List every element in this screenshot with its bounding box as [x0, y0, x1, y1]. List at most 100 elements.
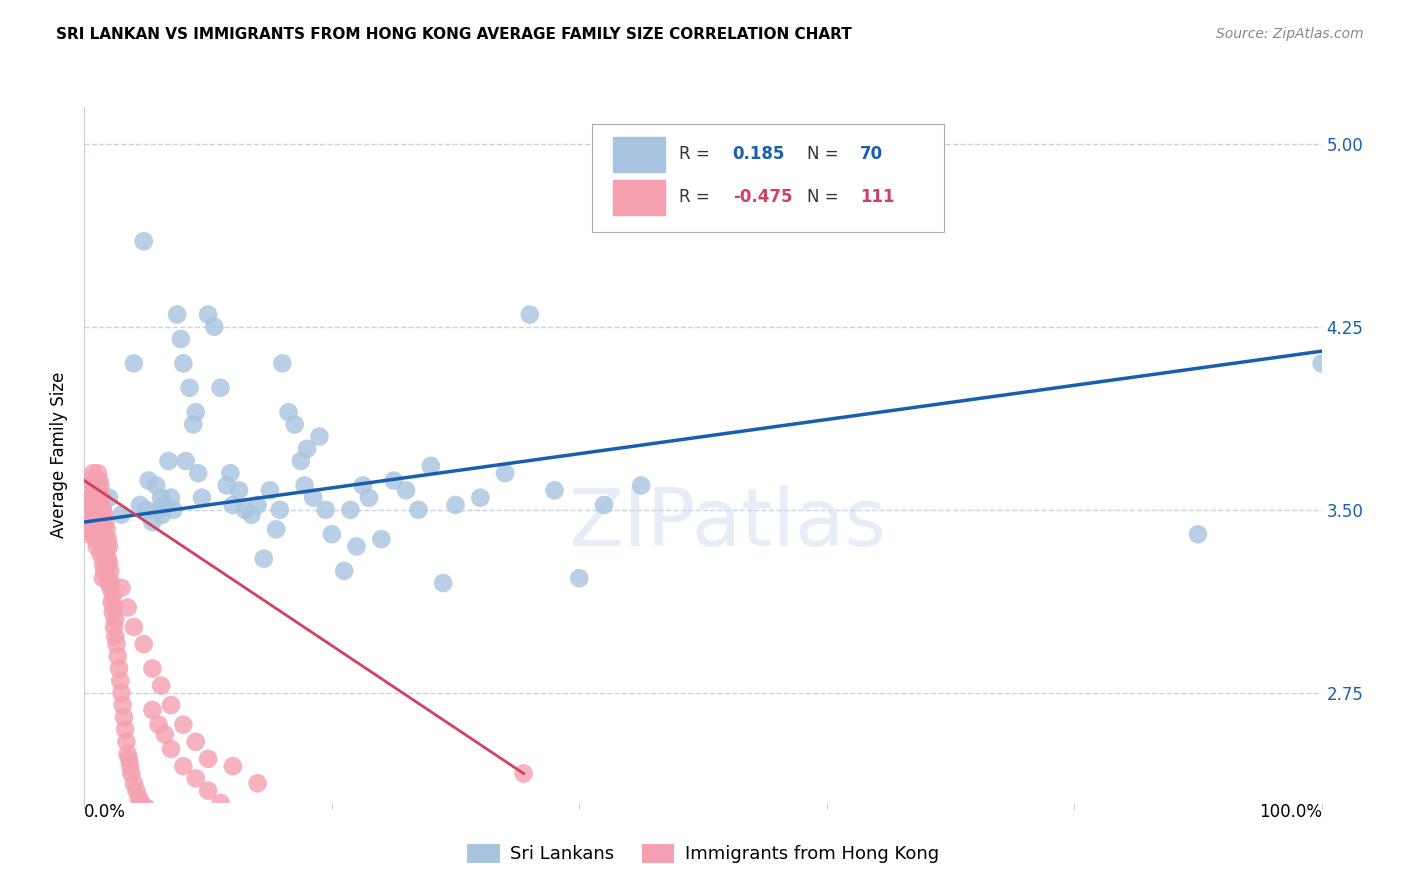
Point: [197, 752, 219, 766]
Point: [543, 483, 565, 498]
Point: [197, 308, 219, 322]
Point: [86, 522, 108, 536]
Text: SRI LANKAN VS IMMIGRANTS FROM HONG KONG AVERAGE FAMILY SIZE CORRELATION CHART: SRI LANKAN VS IMMIGRANTS FROM HONG KONG …: [56, 27, 852, 42]
Point: [153, 727, 176, 741]
Point: [97, 532, 120, 546]
Point: [219, 467, 242, 481]
Point: [89, 491, 111, 505]
Point: [264, 522, 287, 536]
Point: [240, 508, 263, 522]
Point: [83, 478, 105, 492]
Point: [87, 483, 110, 498]
Point: [222, 759, 245, 773]
Point: [187, 467, 209, 481]
Point: [519, 308, 541, 322]
Text: N =: N =: [807, 188, 838, 206]
Point: [162, 503, 184, 517]
Text: 0.185: 0.185: [733, 145, 785, 163]
Point: [170, 332, 193, 346]
Point: [295, 442, 318, 456]
Point: [120, 766, 142, 780]
Point: [84, 515, 107, 529]
Point: [512, 766, 534, 780]
Text: 100.0%: 100.0%: [1258, 803, 1322, 821]
Point: [94, 532, 117, 546]
Legend: Sri Lankans, Immigrants from Hong Kong: Sri Lankans, Immigrants from Hong Kong: [467, 844, 939, 863]
Point: [98, 564, 121, 578]
Point: [115, 735, 138, 749]
Point: [89, 522, 111, 536]
Text: Source: ZipAtlas.com: Source: ZipAtlas.com: [1216, 27, 1364, 41]
Point: [89, 474, 111, 488]
Point: [89, 498, 111, 512]
Point: [141, 703, 163, 717]
Point: [80, 508, 103, 522]
Point: [630, 478, 652, 492]
Point: [145, 478, 167, 492]
Point: [315, 503, 337, 517]
Point: [357, 491, 380, 505]
Point: [184, 405, 207, 419]
Point: [141, 661, 163, 675]
Point: [302, 491, 325, 505]
Point: [84, 483, 107, 498]
Point: [166, 308, 188, 322]
Point: [246, 776, 269, 790]
Point: [228, 483, 250, 498]
Point: [148, 717, 170, 731]
Point: [277, 405, 299, 419]
Point: [89, 532, 111, 546]
Point: [294, 478, 316, 492]
Point: [86, 491, 108, 505]
Point: [96, 557, 118, 571]
Point: [122, 620, 145, 634]
Point: [93, 527, 115, 541]
Point: [90, 522, 112, 536]
Point: [79, 508, 101, 522]
Point: [77, 491, 100, 505]
Point: [150, 679, 173, 693]
Point: [82, 498, 104, 512]
Point: [157, 454, 180, 468]
Point: [79, 474, 101, 488]
Point: [209, 381, 232, 395]
Point: [197, 783, 219, 797]
Point: [132, 637, 155, 651]
Point: [370, 532, 392, 546]
Point: [84, 503, 107, 517]
Point: [100, 576, 122, 591]
Text: R =: R =: [679, 145, 716, 163]
Point: [233, 503, 256, 517]
Point: [89, 547, 111, 561]
Point: [222, 498, 245, 512]
Point: [79, 491, 101, 505]
Point: [259, 483, 281, 498]
Point: [83, 508, 105, 522]
Point: [184, 735, 207, 749]
Point: [87, 503, 110, 517]
Point: [308, 429, 330, 443]
Point: [321, 527, 343, 541]
Text: -0.475: -0.475: [733, 188, 792, 206]
Point: [82, 515, 104, 529]
Point: [90, 508, 112, 522]
Bar: [613, 137, 665, 172]
Point: [98, 576, 121, 591]
Point: [86, 508, 108, 522]
Text: 111: 111: [860, 188, 894, 206]
Point: [84, 532, 107, 546]
Point: [444, 498, 467, 512]
Point: [87, 515, 110, 529]
Point: [91, 540, 114, 554]
Point: [91, 571, 114, 585]
Point: [346, 540, 368, 554]
Point: [96, 540, 118, 554]
Point: [94, 515, 117, 529]
Point: [96, 522, 118, 536]
Point: [408, 503, 430, 517]
Point: [89, 508, 111, 522]
Point: [98, 581, 121, 595]
Point: [111, 698, 134, 713]
Point: [202, 319, 225, 334]
Point: [97, 571, 120, 585]
